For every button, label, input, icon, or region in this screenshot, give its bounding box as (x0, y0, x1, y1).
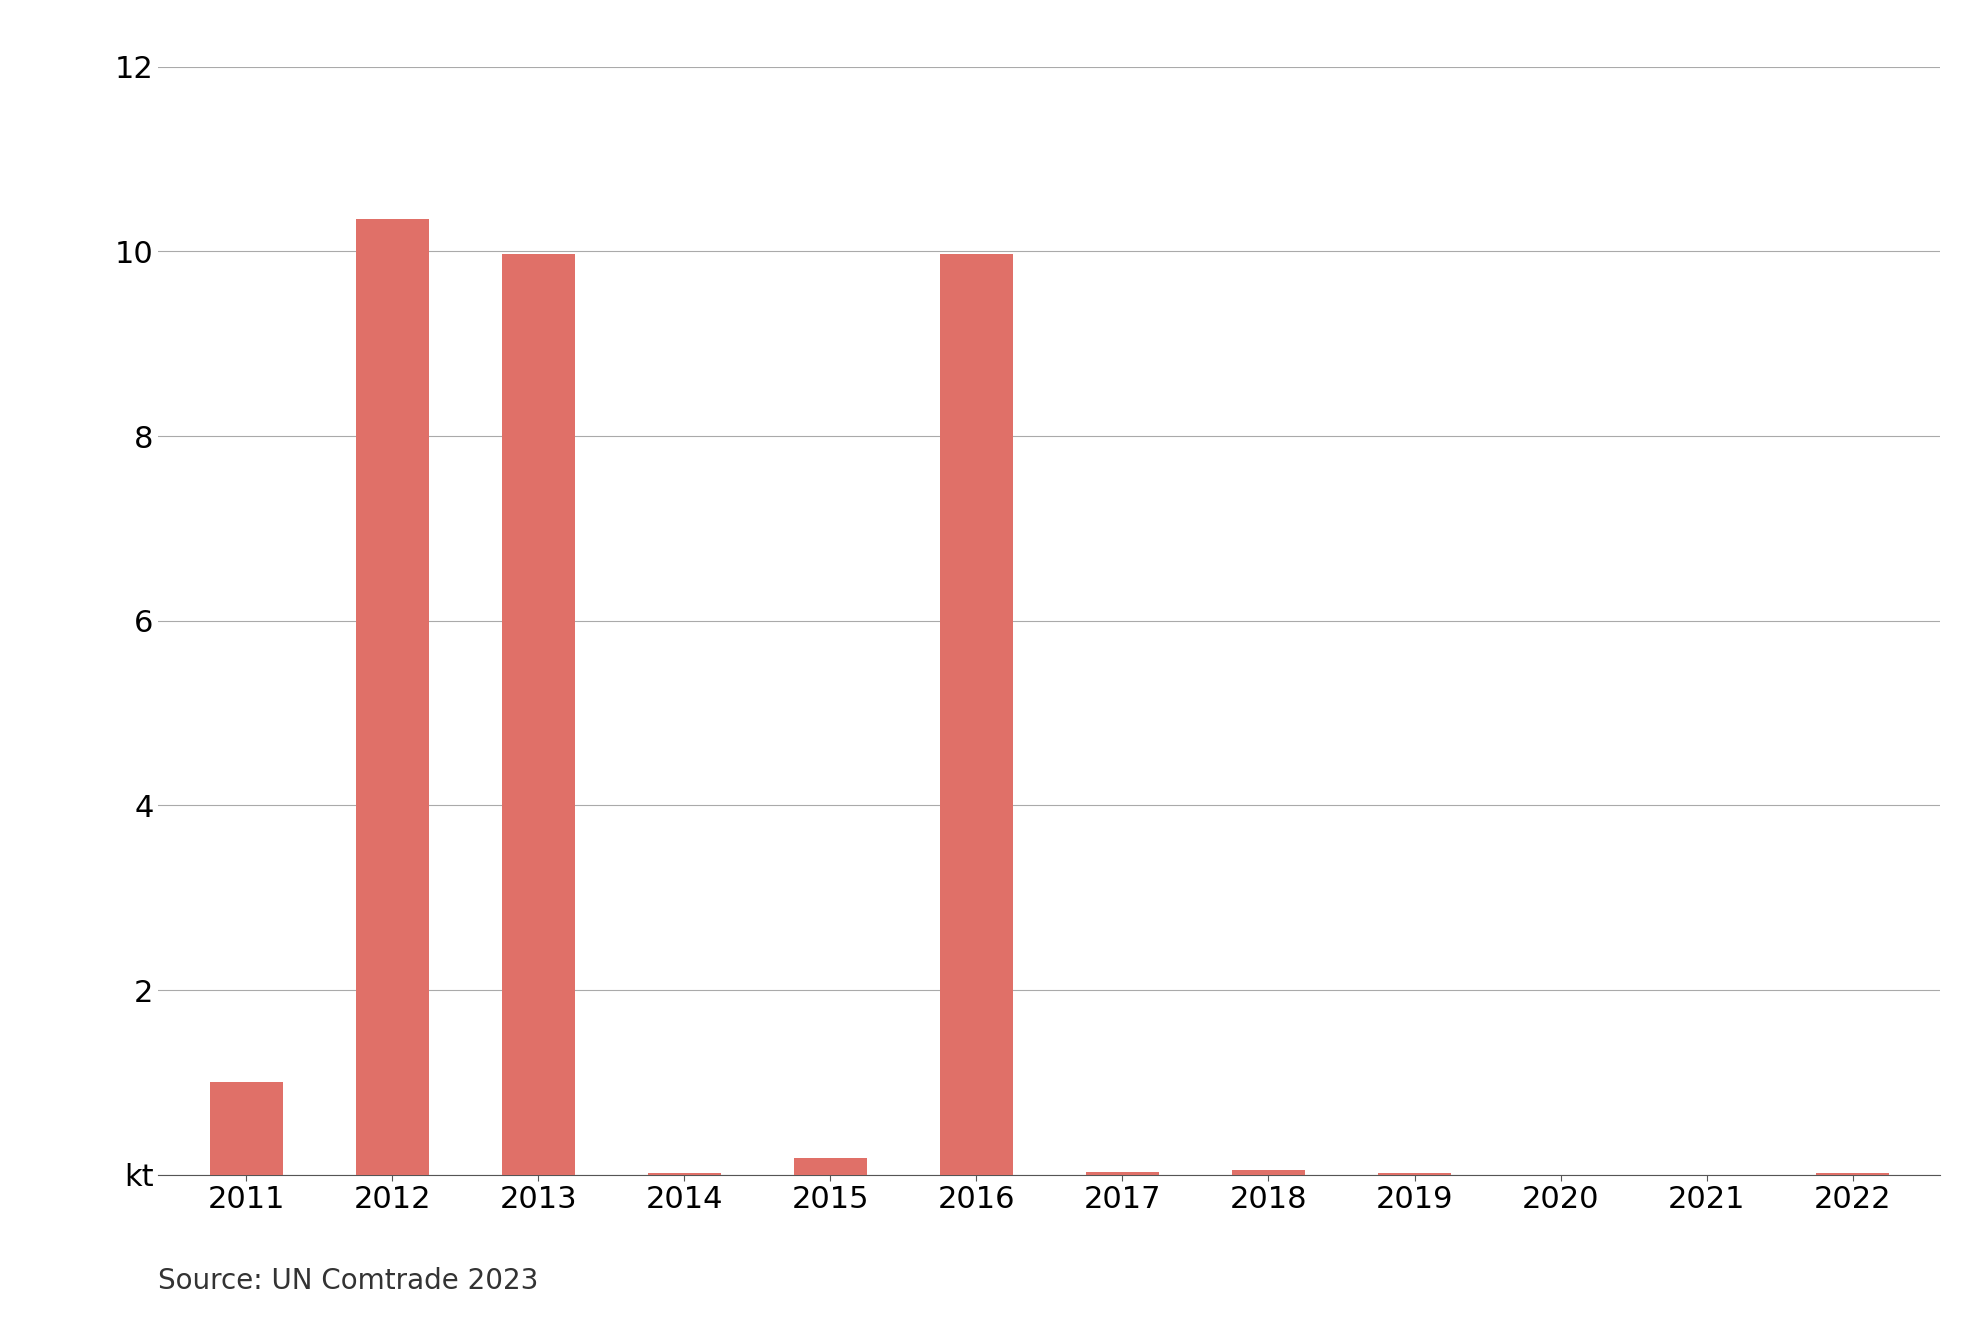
Text: Source: UN Comtrade 2023: Source: UN Comtrade 2023 (158, 1267, 539, 1295)
Bar (210, 1083, 283, 1175)
Bar (940, 254, 1014, 1175)
Bar (1232, 1171, 1305, 1175)
Bar (501, 254, 574, 1175)
Bar (647, 1173, 721, 1175)
Bar (794, 1159, 867, 1175)
Bar (356, 219, 428, 1175)
Bar (1085, 1172, 1158, 1175)
Bar (1378, 1173, 1451, 1175)
Bar (1816, 1173, 1889, 1175)
